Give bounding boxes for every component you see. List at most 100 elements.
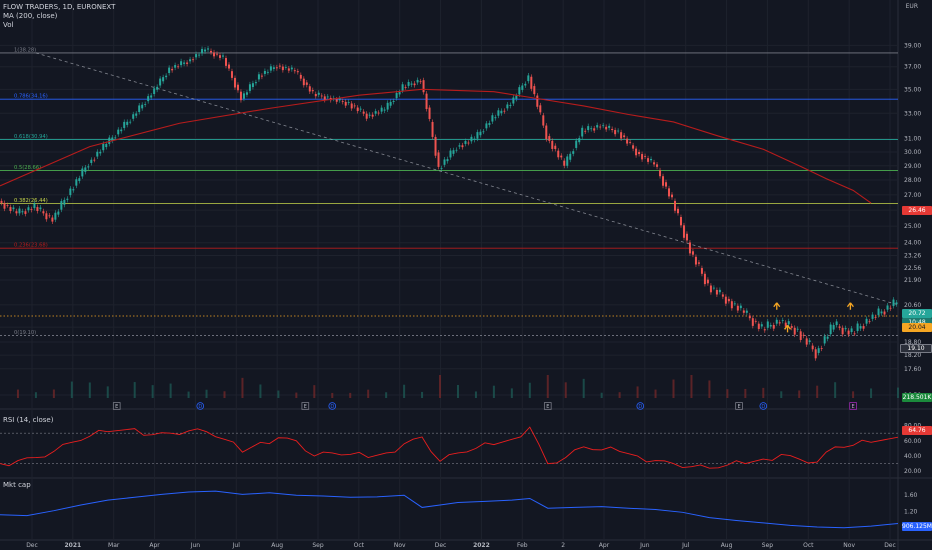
candle-body (174, 65, 177, 68)
candle-body (721, 294, 724, 297)
candle-body (198, 54, 201, 56)
dividend-marker[interactable]: D (636, 402, 645, 411)
candle-body (24, 211, 27, 214)
y-tick-label: 25.00 (904, 223, 921, 230)
candle-body (700, 268, 703, 274)
candle-body (742, 310, 745, 313)
dividend-marker[interactable]: D (196, 402, 205, 411)
candle-body (410, 83, 413, 85)
candle-body (718, 289, 721, 293)
earnings-marker[interactable]: E (112, 402, 121, 411)
candle-body (114, 137, 117, 139)
candle-body (317, 92, 320, 95)
vol-legend[interactable]: Vol (3, 21, 14, 29)
y-tick-label: 24.00 (904, 240, 921, 247)
mktcap-legend[interactable]: Mkt cap (3, 481, 31, 489)
earnings-marker[interactable]: E (735, 402, 743, 411)
mktcap-badge: 906.125M (902, 522, 932, 531)
y-tick-label: 37.00 (904, 64, 921, 71)
candle-body (671, 194, 674, 198)
volume-bar (421, 391, 424, 398)
candle-body (712, 287, 715, 289)
candle-body (578, 138, 581, 143)
volume-bar (834, 382, 837, 398)
candle-body (757, 323, 760, 329)
volume-bar (654, 389, 657, 398)
x-tick-label: Nov (394, 542, 406, 549)
candle-body (679, 217, 682, 226)
earnings-marker-box (849, 402, 857, 410)
x-tick-label: Aug (721, 542, 733, 549)
candle-body (470, 136, 473, 142)
fib-level-label: 0.618(30.94) (14, 134, 48, 140)
candle-body (551, 140, 554, 149)
candle-body (219, 55, 222, 58)
volume-bar (385, 392, 388, 398)
y-tick-label: 21.90 (904, 277, 921, 284)
dividend-marker-ring (328, 402, 337, 410)
candle-body (389, 101, 392, 106)
candle-body (482, 131, 485, 133)
x-tick-label: Apr (599, 542, 610, 549)
candle-body (602, 125, 605, 127)
volume-bar (133, 382, 136, 398)
candle-body (464, 141, 467, 144)
earnings-marker[interactable]: E (301, 402, 310, 411)
candle-body (21, 211, 24, 213)
volume-bar (870, 388, 873, 398)
ma-legend[interactable]: MA (200, close) (3, 12, 58, 20)
candle-body (138, 105, 141, 113)
arrow-up-icon (846, 302, 854, 310)
candle-body (353, 105, 356, 107)
rsi-badge: 64.76 (902, 426, 932, 435)
volume-bar (367, 389, 370, 398)
candle-body (135, 113, 138, 116)
candle-body (305, 82, 308, 85)
candle-body (195, 54, 198, 58)
candle-body (892, 299, 895, 307)
candle-body (392, 100, 395, 102)
candle-body (141, 104, 144, 109)
candle-body (132, 114, 135, 119)
candle-body (733, 303, 736, 305)
candle-body (859, 326, 862, 329)
rsi-legend[interactable]: RSI (14, close) (3, 416, 54, 424)
candle-body (42, 211, 45, 214)
candle-body (431, 121, 434, 137)
candle-body (257, 74, 260, 80)
candle-body (224, 58, 227, 66)
volume-bar (636, 386, 639, 398)
dividend-marker[interactable]: D (759, 402, 768, 411)
rsi-line[interactable] (0, 426, 899, 469)
candle-body (90, 159, 93, 163)
volume-bar (672, 379, 675, 398)
candle-body (222, 55, 225, 57)
candle-body (210, 50, 213, 53)
dividend-marker-ring (759, 402, 768, 410)
event-marker-label: D (198, 404, 202, 410)
earnings-marker[interactable]: E (849, 402, 857, 411)
candle-body (419, 81, 422, 83)
candle-body (754, 320, 757, 322)
earnings-marker-box (301, 402, 310, 410)
candle-body (527, 75, 530, 82)
ma-line[interactable] (0, 88, 872, 204)
candle-body (216, 53, 219, 55)
candle-body (479, 131, 482, 136)
candle-body (30, 209, 33, 210)
candle-body (554, 145, 557, 150)
candle-body (886, 305, 889, 310)
candle-body (207, 48, 210, 50)
candle-body (108, 137, 111, 144)
dividend-marker[interactable]: D (328, 402, 337, 411)
candle-body (230, 71, 233, 78)
volume-bar (34, 392, 37, 398)
event-marker-label: E (737, 404, 740, 410)
candle-body (841, 327, 844, 335)
candle-body (614, 130, 617, 135)
earnings-marker[interactable]: E (543, 402, 552, 411)
candle-body (371, 114, 374, 117)
mktcap-line[interactable] (0, 490, 899, 529)
candle-body (608, 125, 611, 128)
